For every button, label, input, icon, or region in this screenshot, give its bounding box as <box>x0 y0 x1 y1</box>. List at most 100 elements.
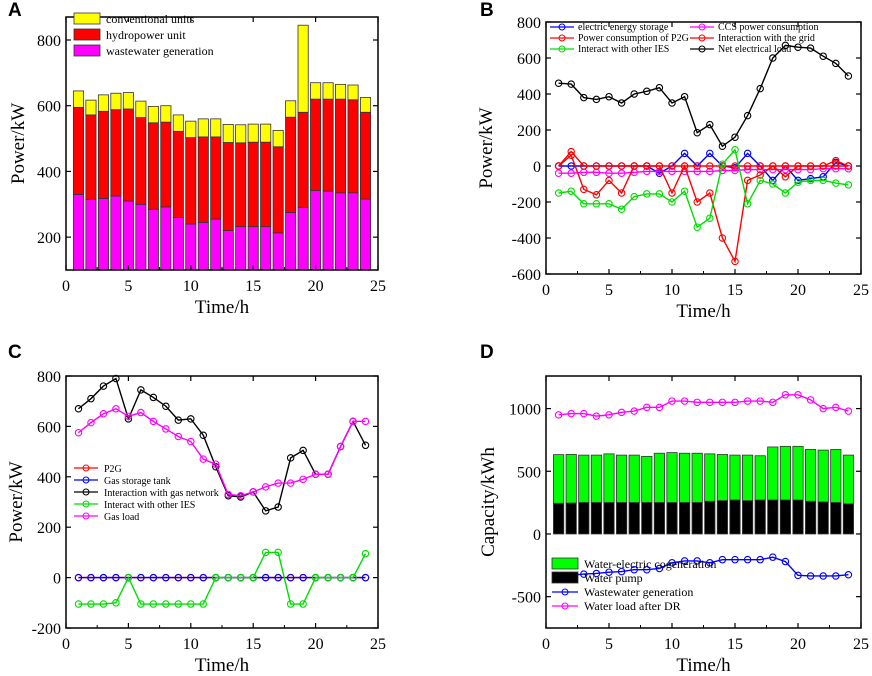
Interact-with-other-IES-point <box>794 178 802 186</box>
wastewater-generation-point <box>781 557 790 566</box>
x-tick-label: 5 <box>605 636 613 653</box>
bar-conventional-units <box>110 92 122 111</box>
bar-conventional-units <box>260 123 272 143</box>
bar-water-pump <box>729 499 741 535</box>
water-load-after-dr-point <box>706 398 714 407</box>
legend-swatch <box>73 44 101 57</box>
Interact-with-other-IES-point <box>349 573 357 582</box>
bar-wastewater-generation <box>310 190 322 271</box>
wastewater-generation-point <box>743 555 752 564</box>
plot-frame <box>545 21 862 275</box>
Interaction-with-gas-network-point <box>286 454 295 462</box>
bar-water-electric-cogeneration <box>653 452 665 503</box>
bar-hydropower-unit <box>260 141 272 228</box>
legend-marker <box>82 476 90 484</box>
Interact-with-other-IES-point <box>149 600 158 608</box>
bar-conventional-units <box>172 114 184 132</box>
Interact-with-other-IES-point <box>580 200 588 208</box>
Gas-load-point <box>236 491 245 500</box>
bar-conventional-units <box>85 99 97 116</box>
bar-hydropower-unit <box>185 137 197 225</box>
Interaction-with-the-grid-point <box>592 191 601 199</box>
Interaction-with-the-grid-point <box>655 162 664 170</box>
legend-swatch <box>551 571 579 584</box>
y-tick-label: 800 <box>517 15 541 32</box>
bar-water-electric-cogeneration <box>704 453 716 502</box>
bar-hydropower-unit <box>147 122 159 210</box>
bar-water-electric-cogeneration <box>578 454 590 503</box>
Net-electrical-load-point <box>693 128 701 137</box>
bar-water-pump <box>805 500 817 535</box>
Gas-load-point <box>286 479 295 487</box>
legend-label: wastewater generation <box>106 44 214 58</box>
Net-electrical-load-point <box>706 120 714 129</box>
wastewater-generation-point <box>806 572 815 580</box>
Interact-with-other-IES-point <box>311 573 320 582</box>
x-axis-label: Time/h <box>676 655 731 676</box>
Interaction-with-the-grid-point <box>693 198 701 206</box>
Gas-storage-tank-point <box>149 573 158 582</box>
bar-wastewater-generation <box>322 190 334 271</box>
Gas-load-point <box>162 425 170 433</box>
Gas-storage-tank-point <box>137 573 145 582</box>
bar-conventional-units <box>122 92 134 110</box>
bar-wastewater-generation <box>122 200 134 271</box>
Gas-storage-tank-point <box>112 573 120 582</box>
bar-water-pump <box>742 500 754 535</box>
bar-water-pump <box>830 502 842 535</box>
bar-wastewater-generation <box>247 226 259 271</box>
bar-wastewater-generation <box>172 217 184 271</box>
Net-electrical-load-point <box>731 133 739 141</box>
legend-label: Water load after DR <box>584 599 681 613</box>
bar-wastewater-generation <box>235 226 247 271</box>
legend-swatch <box>73 28 101 41</box>
water-load-after-dr-point <box>819 404 827 413</box>
Gas-storage-tank-point <box>174 573 183 582</box>
x-tick-label: 10 <box>664 282 680 299</box>
bar-conventional-units <box>160 105 172 123</box>
legend-label: Interaction with gas network <box>104 488 219 499</box>
Interaction-with-the-grid-point <box>567 151 575 159</box>
bar-hydropower-unit <box>310 98 322 191</box>
legend-label: Net electrical load <box>718 44 791 55</box>
Interaction-with-the-grid-point <box>832 162 840 170</box>
Interaction-with-gas-network-point <box>87 394 95 403</box>
bar-water-electric-cogeneration <box>679 452 691 503</box>
bar-water-electric-cogeneration <box>729 454 741 501</box>
Net-electrical-load-point <box>832 59 840 68</box>
Gas-storage-tank-point <box>87 573 95 582</box>
Gas-load-point <box>311 470 320 479</box>
bar-water-pump <box>553 502 565 535</box>
panel-a: 0 5 10 15 20 25 200 400 600 800 Time/h Power/kW A con… <box>8 0 386 318</box>
Interact-with-other-IES-point <box>286 600 295 608</box>
water-load-after-dr-point <box>832 403 840 412</box>
y-tick-label: 0 <box>533 159 541 176</box>
Gas-storage-tank-point <box>199 573 208 582</box>
electric-energy-storage-point <box>680 149 689 158</box>
water-load-after-dr-point <box>731 398 739 407</box>
legend-label: electric energy storage <box>578 22 669 33</box>
x-tick-label: 10 <box>183 636 199 653</box>
bar-conventional-units <box>347 84 359 101</box>
bar-conventional-units <box>272 129 284 148</box>
legend-marker <box>561 602 569 610</box>
Gas-storage-tank-point <box>361 573 370 582</box>
Interaction-with-the-grid-point <box>769 162 777 170</box>
water-load-after-dr-point <box>630 407 638 415</box>
water-load-after-dr-point <box>693 398 701 407</box>
wastewater-generation-point <box>655 564 664 573</box>
Power-consumption-of-P2G-point <box>592 162 601 170</box>
Interact-with-other-IES-point <box>199 600 208 608</box>
Interact-with-other-IES-point <box>743 200 752 208</box>
Gas-load-point <box>336 442 345 451</box>
wastewater-generation-point <box>756 555 764 564</box>
Gas-storage-tank-point <box>187 573 195 582</box>
Gas-load-point <box>274 479 282 487</box>
bar-conventional-units <box>297 24 309 113</box>
x-tick-label: 15 <box>245 278 261 295</box>
Power-consumption-of-P2G-point <box>743 162 752 170</box>
bar-conventional-units <box>310 82 322 100</box>
Net-electrical-load-point <box>844 72 853 80</box>
y-tick-label: 400 <box>37 164 61 181</box>
